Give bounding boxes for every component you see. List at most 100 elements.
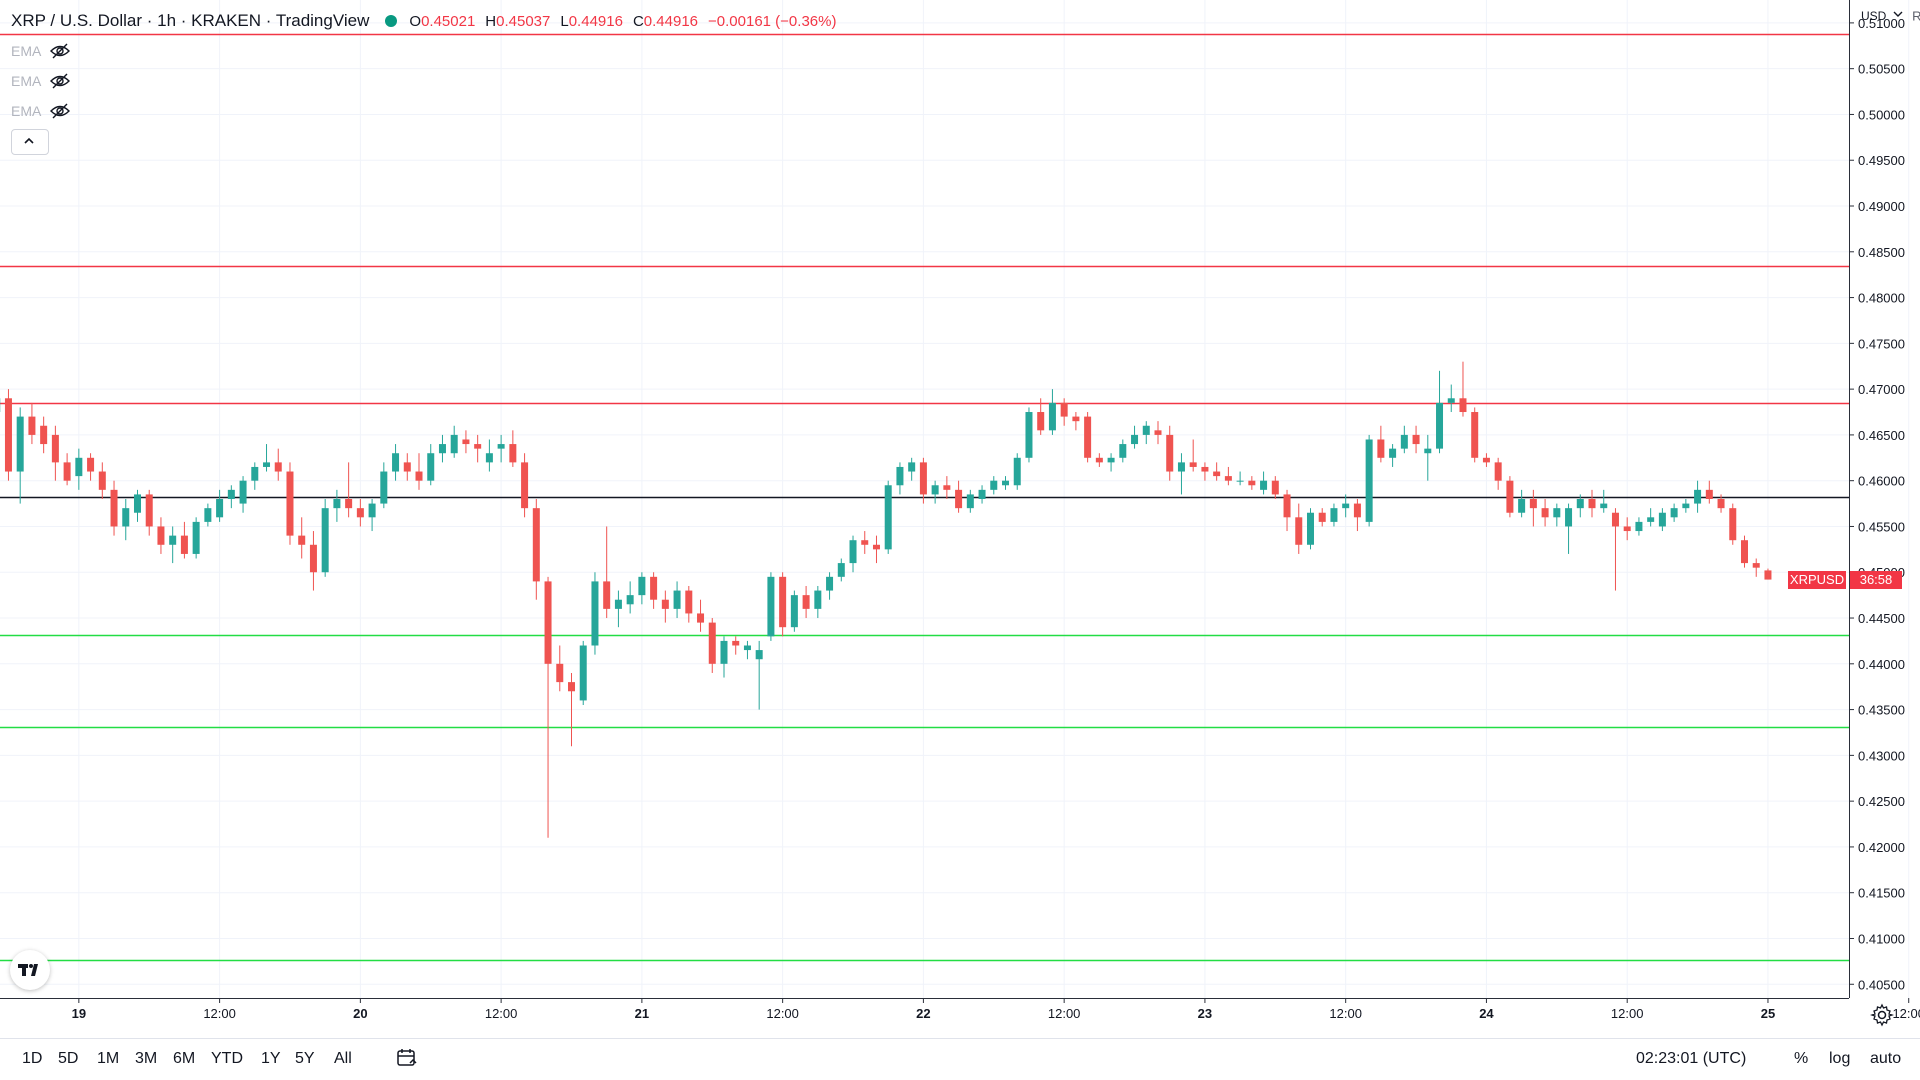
candle-up (227, 485, 235, 509)
candle-down (1611, 508, 1619, 591)
candle-up (1518, 489, 1526, 518)
candle-body (1306, 512, 1314, 545)
candle-body (122, 508, 130, 527)
indicator-ema-2[interactable]: EMA (11, 70, 71, 92)
indicator-ema-1[interactable]: EMA (11, 40, 71, 62)
collapse-legend-button[interactable] (11, 129, 49, 155)
level-label-r3: R3 (1912, 9, 1920, 24)
timeframe-button-3m[interactable]: 3M (135, 1050, 158, 1067)
candle-body (1295, 517, 1303, 545)
time-axis-label: 12:00 (203, 1006, 236, 1021)
log-scale-toggle[interactable]: log (1829, 1050, 1851, 1067)
candle-down (532, 499, 540, 600)
candle-down (415, 453, 423, 490)
candle-body (345, 499, 353, 509)
candle-body (1037, 412, 1045, 431)
price-axis-label: 0.46500 (1858, 428, 1905, 443)
candle-up (1635, 517, 1643, 536)
candle-down (1283, 489, 1291, 532)
candle-body (919, 462, 927, 495)
currency-label[interactable]: USD (1861, 9, 1887, 23)
candle-up (122, 499, 130, 541)
candle-up (1131, 425, 1139, 449)
candle-up (1553, 503, 1561, 527)
candle-up (767, 572, 775, 641)
timeframe-button-5y[interactable]: 5Y (295, 1050, 315, 1067)
price-axis-label: 0.48000 (1858, 291, 1905, 306)
candle-up (1389, 444, 1397, 467)
candle-body (1154, 430, 1162, 435)
date-range-calendar-icon[interactable] (395, 1046, 419, 1070)
candle-down (509, 430, 517, 467)
price-axis-label: 0.42000 (1858, 840, 1905, 855)
eye-crossed-icon[interactable] (49, 73, 71, 89)
timeframe-button-all[interactable]: All (334, 1050, 352, 1067)
candle-up (626, 581, 634, 614)
indicator-label: EMA (11, 103, 42, 119)
candle-body (1553, 508, 1561, 518)
timeframe-button-1d[interactable]: 1D (22, 1050, 43, 1067)
time-axis-label: 12:00 (766, 1006, 799, 1021)
candle-down (180, 521, 188, 559)
candle-body (544, 581, 552, 664)
timeframe-button-5d[interactable]: 5D (58, 1050, 79, 1067)
auto-scale-toggle[interactable]: auto (1870, 1050, 1902, 1067)
eye-crossed-icon[interactable] (49, 103, 71, 119)
symbol-title[interactable]: XRP / U.S. Dollar · 1h · KRAKEN · Tradin… (11, 11, 370, 30)
price-axis-label: 0.41500 (1858, 886, 1905, 901)
currency-chevron-down-icon[interactable] (1893, 11, 1903, 17)
timeframe-button-6m[interactable]: 6M (173, 1050, 196, 1067)
candle-body (251, 466, 259, 481)
candle-body (227, 489, 235, 499)
candle-body (685, 590, 693, 614)
price-axis-label: 0.51000 (1858, 16, 1905, 31)
candle-body (1013, 457, 1021, 486)
candle-body (1131, 434, 1139, 445)
price-axis-label: 0.40500 (1858, 977, 1905, 992)
candle-up (438, 434, 446, 463)
timeframe-button-ytd[interactable]: YTD (211, 1050, 243, 1067)
open-value: 0.45021 (421, 12, 476, 30)
chevron-up-icon (24, 137, 34, 144)
settings-gear-icon[interactable] (1870, 1003, 1894, 1027)
candle-up (192, 517, 200, 559)
candle-body (462, 439, 470, 445)
candle-body (1741, 540, 1748, 564)
candle-body (157, 526, 165, 545)
utc-clock[interactable]: 02:23:01 (UTC) (1636, 1050, 1747, 1067)
candle-down (1752, 558, 1760, 577)
eye-crossed-icon[interactable] (49, 43, 71, 59)
candle-body (1189, 462, 1197, 467)
time-axis-label: 20 (353, 1006, 367, 1021)
candle-body (849, 540, 857, 564)
tradingview-logo[interactable] (10, 950, 50, 990)
candle-up (16, 407, 24, 504)
candle-up (450, 425, 458, 458)
percent-scale-toggle[interactable]: % (1794, 1050, 1809, 1067)
candle-body (509, 444, 517, 463)
candle-up (1424, 434, 1432, 481)
candle-body (1670, 508, 1678, 518)
time-axis-label: 25 (1761, 1006, 1775, 1021)
candle-body (743, 645, 751, 651)
candle-body (1647, 517, 1655, 522)
timeframe-button-1y[interactable]: 1Y (261, 1050, 281, 1067)
time-axis-label: 12:00 (1048, 1006, 1081, 1021)
price-axis: 0.51000 0.50500 0.50000 0.49500 0.49000 0.485… (1849, 16, 1905, 992)
candle-down (98, 462, 106, 499)
candle-up (884, 480, 892, 554)
time-axis-label: 12:00 (1329, 1006, 1362, 1021)
market-status-dot-icon[interactable] (385, 15, 398, 27)
candle-body (1095, 457, 1103, 463)
candle-body (1541, 508, 1549, 518)
timeframe-button-1m[interactable]: 1M (97, 1050, 120, 1067)
candle-up (1342, 494, 1350, 518)
time-axis-label: 19 (72, 1006, 86, 1021)
candle-down (1318, 508, 1326, 527)
candle-up (497, 434, 505, 463)
candle-body (16, 416, 24, 472)
candle-body (990, 480, 998, 490)
chart-legend: XRP / U.S. Dollar · 1h · KRAKEN · Tradin… (11, 11, 846, 31)
indicator-ema-3[interactable]: EMA (11, 100, 71, 122)
